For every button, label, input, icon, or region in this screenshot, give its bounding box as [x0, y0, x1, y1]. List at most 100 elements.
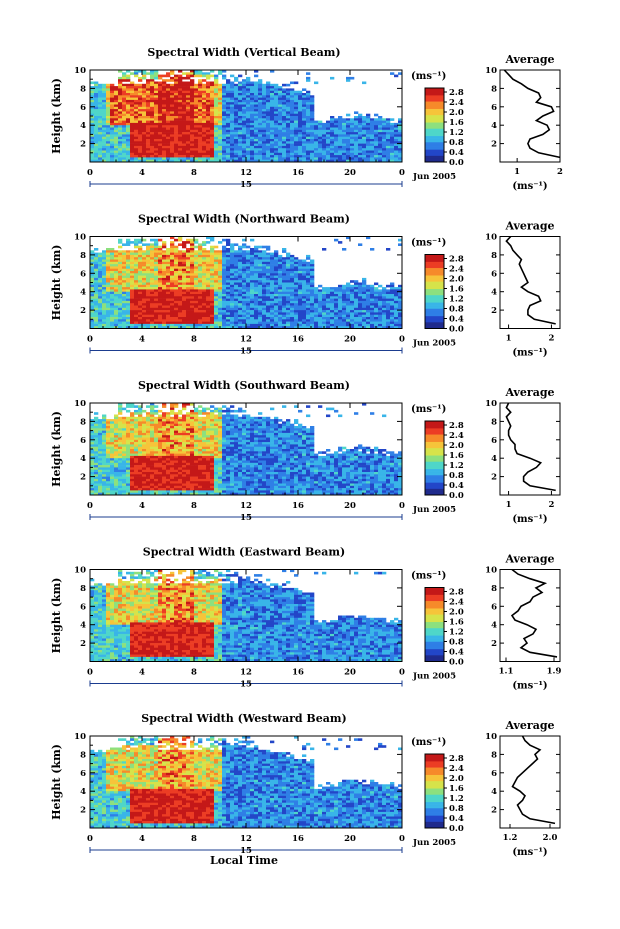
heatmap-cell — [98, 271, 103, 274]
heatmap-cell — [394, 141, 399, 144]
heatmap-cell — [286, 291, 291, 295]
heatmap-cell — [298, 134, 303, 137]
heatmap-cell — [126, 241, 131, 244]
heatmap-cell — [170, 300, 175, 304]
heatmap-cell — [230, 134, 235, 137]
heatmap-cell — [146, 116, 151, 119]
heatmap-cell — [330, 122, 335, 126]
heatmap-cell — [198, 111, 203, 114]
heatmap-cell — [178, 113, 183, 117]
heatmap-cell — [90, 159, 95, 163]
heatmap-cell — [274, 93, 279, 96]
heatmap-cell — [190, 93, 195, 96]
heatmap-cell — [166, 298, 171, 302]
heatmap-cell — [126, 254, 131, 258]
heatmap-cell — [186, 326, 191, 329]
heatmap-cell — [182, 95, 187, 98]
heatmap-cell — [266, 298, 271, 302]
heatmap-cell — [138, 148, 143, 151]
heatmap-cell — [266, 321, 271, 325]
heatmap-cell — [110, 303, 115, 306]
heatmap-cell — [246, 294, 251, 297]
heatmap-cell — [310, 152, 315, 156]
heatmap-cell — [326, 143, 331, 147]
colorbar-swatch — [425, 142, 444, 144]
heatmap-cell — [314, 120, 319, 124]
heatmap-cell — [362, 284, 367, 288]
heatmap-cell — [158, 106, 163, 110]
heatmap-cell — [290, 150, 295, 154]
heatmap-cell — [290, 90, 295, 94]
heatmap-cell — [266, 83, 271, 87]
heatmap-cell — [286, 141, 291, 144]
heatmap-cell — [374, 319, 379, 322]
heatmap-cell — [162, 245, 167, 249]
heatmap-cell — [270, 280, 275, 283]
heatmap-cell — [98, 134, 103, 137]
heatmap-cell — [318, 157, 323, 160]
heatmap-cell — [98, 155, 103, 158]
heatmap-cell — [242, 141, 247, 144]
heatmap-cell — [194, 102, 199, 105]
heatmap-cell — [102, 134, 107, 137]
heatmap-cell — [290, 284, 295, 288]
heatmap-cell — [170, 111, 175, 114]
heatmap-cell — [374, 296, 379, 299]
heatmap-cell — [382, 148, 387, 151]
heatmap-cell — [138, 86, 143, 89]
heatmap-cell — [250, 291, 255, 295]
heatmap-cell — [290, 287, 295, 290]
heatmap-cell — [150, 294, 155, 297]
heatmap-cell — [354, 152, 359, 156]
heatmap-cell — [242, 284, 247, 288]
heatmap-cell — [270, 93, 275, 96]
heatmap-cell — [322, 314, 327, 318]
colorbar-swatch — [425, 155, 444, 158]
heatmap-cell — [270, 125, 275, 128]
heatmap-cell — [226, 321, 231, 325]
heatmap-cell — [102, 314, 107, 318]
heatmap-cell — [142, 289, 147, 292]
heatmap-cell — [178, 134, 183, 137]
heatmap-cell — [302, 312, 307, 315]
heatmap-cell — [210, 134, 215, 137]
heatmap-cell — [270, 254, 275, 258]
heatmap-cell — [258, 307, 263, 311]
heatmap-cell — [234, 266, 239, 269]
heatmap-cell — [98, 118, 103, 121]
heatmap-cell — [286, 145, 291, 149]
heatmap-cell — [174, 252, 179, 256]
heatmap-cell — [178, 257, 183, 260]
heatmap-cell — [210, 294, 215, 297]
heatmap-cell — [318, 284, 323, 288]
heatmap-cell — [198, 127, 203, 131]
heatmap-cell — [174, 125, 179, 128]
heatmap-cell — [174, 250, 179, 253]
heatmap-cell — [194, 143, 199, 147]
heatmap-cell — [350, 280, 355, 283]
heatmap-cell — [326, 141, 331, 144]
heatmap-cell — [206, 132, 211, 135]
heatmap-cell — [374, 125, 379, 128]
heatmap-cell — [254, 261, 259, 265]
colorbar-swatch — [425, 118, 444, 121]
heatmap-cell — [126, 113, 131, 117]
heatmap-cell — [118, 86, 123, 89]
heatmap-cell — [302, 95, 307, 98]
heatmap-cell — [146, 312, 151, 315]
heatmap-cell — [118, 296, 123, 299]
heatmap-cell — [150, 79, 155, 82]
heatmap-cell — [138, 326, 143, 329]
heatmap-cell — [182, 305, 187, 309]
heatmap-cell — [286, 275, 291, 279]
heatmap-cell — [174, 74, 179, 78]
heatmap-cell — [118, 257, 123, 260]
heatmap-cell — [206, 323, 211, 327]
heatmap-cell — [202, 113, 207, 117]
heatmap-cell — [174, 139, 179, 142]
heatmap-cell — [218, 95, 223, 98]
heatmap-cell — [186, 252, 191, 256]
heatmap-cell — [94, 93, 99, 96]
heatmap-cell — [134, 238, 139, 242]
heatmap-cell — [214, 95, 219, 98]
